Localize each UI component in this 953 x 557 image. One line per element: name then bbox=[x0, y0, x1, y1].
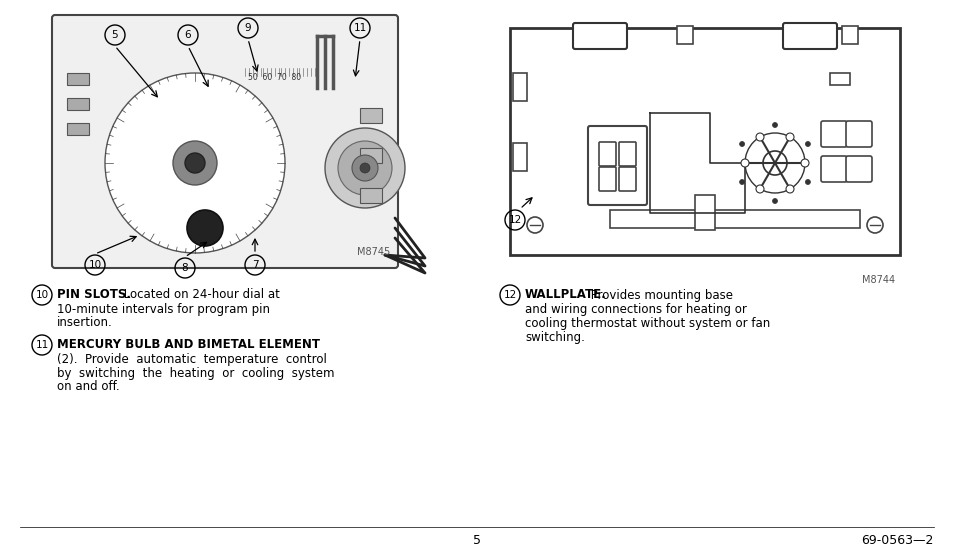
Circle shape bbox=[804, 141, 809, 146]
FancyBboxPatch shape bbox=[845, 121, 871, 147]
Text: switching.: switching. bbox=[524, 330, 584, 344]
Text: M8745: M8745 bbox=[356, 247, 390, 257]
Text: 10: 10 bbox=[89, 260, 101, 270]
Bar bbox=[609, 210, 859, 228]
FancyBboxPatch shape bbox=[573, 23, 626, 49]
Text: 6: 6 bbox=[185, 30, 192, 40]
Text: and wiring connections for heating or: and wiring connections for heating or bbox=[524, 302, 746, 315]
Text: 11: 11 bbox=[353, 23, 366, 33]
FancyBboxPatch shape bbox=[821, 121, 846, 147]
Text: on and off.: on and off. bbox=[57, 380, 119, 393]
Text: insertion.: insertion. bbox=[57, 316, 112, 330]
FancyBboxPatch shape bbox=[598, 167, 616, 191]
Text: 8: 8 bbox=[181, 263, 188, 273]
Text: MERCURY BULB AND BIMETAL ELEMENT: MERCURY BULB AND BIMETAL ELEMENT bbox=[57, 339, 319, 351]
Bar bbox=[841, 26, 857, 44]
Bar bbox=[510, 28, 899, 255]
Circle shape bbox=[739, 179, 743, 184]
FancyBboxPatch shape bbox=[821, 156, 846, 182]
Text: M8744: M8744 bbox=[861, 275, 894, 285]
Text: 9: 9 bbox=[244, 23, 251, 33]
Bar bbox=[513, 73, 526, 101]
Circle shape bbox=[804, 179, 809, 184]
Text: cooling thermostat without system or fan: cooling thermostat without system or fan bbox=[524, 316, 769, 330]
FancyBboxPatch shape bbox=[618, 142, 636, 166]
Circle shape bbox=[337, 141, 392, 195]
Circle shape bbox=[185, 153, 205, 173]
Text: Provides mounting base: Provides mounting base bbox=[586, 289, 732, 301]
Circle shape bbox=[762, 151, 786, 175]
Circle shape bbox=[755, 133, 763, 141]
Text: PIN SLOTS.: PIN SLOTS. bbox=[57, 289, 131, 301]
Text: 5: 5 bbox=[473, 534, 480, 546]
Text: 7: 7 bbox=[252, 260, 258, 270]
Circle shape bbox=[785, 185, 793, 193]
Circle shape bbox=[739, 141, 743, 146]
Bar bbox=[359, 108, 381, 123]
Text: 50  60  70  80: 50 60 70 80 bbox=[248, 74, 301, 82]
Text: 5: 5 bbox=[112, 30, 118, 40]
Circle shape bbox=[526, 217, 542, 233]
FancyBboxPatch shape bbox=[598, 142, 616, 166]
Bar bbox=[829, 73, 849, 85]
Text: (2).  Provide  automatic  temperature  control: (2). Provide automatic temperature contr… bbox=[57, 353, 327, 365]
Text: 11: 11 bbox=[35, 340, 49, 350]
Circle shape bbox=[866, 217, 882, 233]
Circle shape bbox=[755, 185, 763, 193]
FancyBboxPatch shape bbox=[618, 167, 636, 191]
Bar bbox=[67, 98, 89, 110]
FancyBboxPatch shape bbox=[782, 23, 836, 49]
Circle shape bbox=[772, 123, 777, 128]
Circle shape bbox=[325, 128, 405, 208]
Text: 69-0563—2: 69-0563—2 bbox=[861, 534, 933, 546]
Circle shape bbox=[352, 155, 377, 181]
Circle shape bbox=[744, 133, 804, 193]
Text: Located on 24-hour dial at: Located on 24-hour dial at bbox=[120, 289, 279, 301]
Bar bbox=[359, 148, 381, 163]
FancyBboxPatch shape bbox=[845, 156, 871, 182]
Text: 10-minute intervals for program pin: 10-minute intervals for program pin bbox=[57, 302, 270, 315]
Circle shape bbox=[772, 198, 777, 203]
Text: by  switching  the  heating  or  cooling  system: by switching the heating or cooling syst… bbox=[57, 367, 335, 379]
Circle shape bbox=[187, 210, 223, 246]
Bar bbox=[513, 143, 526, 171]
Circle shape bbox=[172, 141, 216, 185]
Text: 12: 12 bbox=[503, 290, 517, 300]
Text: 12: 12 bbox=[508, 215, 521, 225]
Bar bbox=[677, 26, 692, 44]
Bar bbox=[67, 73, 89, 85]
Circle shape bbox=[105, 73, 285, 253]
Circle shape bbox=[801, 159, 808, 167]
Circle shape bbox=[785, 133, 793, 141]
Circle shape bbox=[740, 159, 748, 167]
Bar bbox=[67, 123, 89, 135]
Bar bbox=[695, 195, 714, 230]
Circle shape bbox=[359, 163, 370, 173]
Text: 10: 10 bbox=[35, 290, 49, 300]
Bar bbox=[359, 188, 381, 203]
FancyBboxPatch shape bbox=[52, 15, 397, 268]
Text: WALLPLATE.: WALLPLATE. bbox=[524, 289, 606, 301]
FancyBboxPatch shape bbox=[587, 126, 646, 205]
